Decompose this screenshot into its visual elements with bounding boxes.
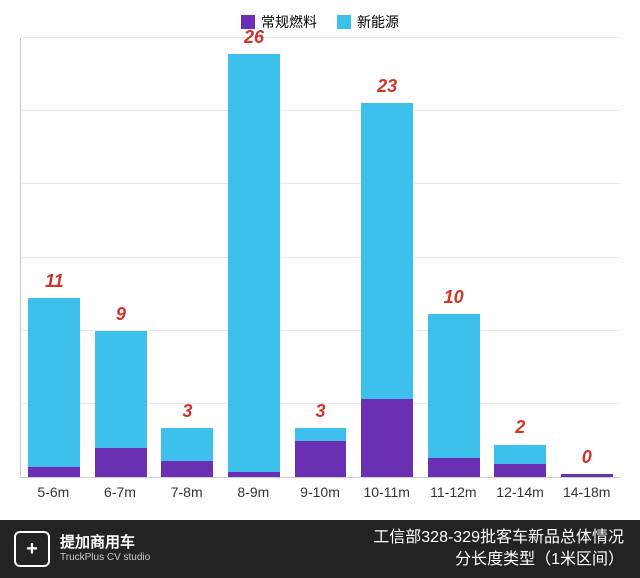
chart-container: 常规燃料 新能源 1193263231020 5-6m6-7m7-8m8-9m9…: [0, 0, 640, 578]
bar-total-label: 23: [354, 76, 421, 97]
bar-seg-conventional: [561, 474, 613, 477]
bar-stack: [95, 331, 147, 477]
bar-seg-conventional: [28, 467, 80, 477]
bar-seg-conventional: [494, 464, 546, 477]
x-tick-label: 12-14m: [487, 478, 554, 500]
bar-group: 11: [21, 38, 88, 477]
bar-total-label: 2: [487, 417, 554, 438]
bar-series: 119 3263 23 10 20: [21, 38, 620, 477]
bar-total-label: 3: [154, 401, 221, 422]
bar-stack: [161, 428, 213, 477]
x-tick-label: 7-8m: [153, 478, 220, 500]
x-axis: 5-6m6-7m7-8m8-9m9-10m10-11m11-12m12-14m1…: [20, 478, 620, 500]
x-tick-label: 9-10m: [287, 478, 354, 500]
bar-total-label: 10: [420, 287, 487, 308]
footer-banner: + 提加商用车 TruckPlus CV studio 工信部328-329批客…: [0, 520, 640, 578]
bar-seg-new-energy: [494, 445, 546, 465]
x-tick-label: 8-9m: [220, 478, 287, 500]
brand-logo-icon: +: [14, 531, 50, 567]
brand-block: 提加商用车 TruckPlus CV studio: [60, 535, 150, 563]
footer-title-line2: 分长度类型（1米区间）: [373, 549, 624, 571]
legend-label: 新能源: [357, 12, 399, 32]
bar-stack: [295, 428, 347, 477]
bar-seg-conventional: [428, 458, 480, 478]
brand-name: 提加商用车: [60, 535, 150, 552]
footer-title: 工信部328-329批客车新品总体情况 分长度类型（1米区间）: [373, 527, 624, 570]
bar-group: 2: [487, 38, 554, 477]
bar-total-label: 9: [88, 304, 155, 325]
bar-seg-conventional: [95, 448, 147, 477]
brand-sub: TruckPlus CV studio: [60, 552, 150, 563]
bar-stack: [494, 444, 546, 477]
bar-total-label: 0: [554, 447, 621, 468]
chart-plot-area: 119 3263 23 10 20: [20, 38, 620, 478]
bar-seg-new-energy: [428, 314, 480, 457]
bar-stack: [428, 314, 480, 477]
bar-group: 23: [354, 38, 421, 477]
x-tick-label: 5-6m: [20, 478, 87, 500]
bar-seg-conventional: [228, 472, 280, 477]
bar-seg-conventional: [295, 441, 347, 477]
bar-seg-new-energy: [228, 54, 280, 472]
bar-seg-new-energy: [295, 428, 347, 441]
bar-seg-new-energy: [361, 103, 413, 399]
x-tick-label: 10-11m: [353, 478, 420, 500]
bar-total-label: 26: [221, 27, 288, 48]
bar-seg-conventional: [361, 399, 413, 477]
legend-item: 新能源: [337, 12, 399, 32]
bar-stack: [361, 103, 413, 477]
bar-seg-conventional: [161, 461, 213, 477]
bar-group: 3: [287, 38, 354, 477]
footer-title-line1: 工信部328-329批客车新品总体情况: [373, 527, 624, 549]
x-tick-label: 11-12m: [420, 478, 487, 500]
bar-stack: [561, 474, 613, 477]
bar-seg-new-energy: [28, 298, 80, 467]
bar-seg-new-energy: [161, 428, 213, 461]
legend: 常规燃料 新能源: [0, 0, 640, 38]
legend-swatch-1: [337, 15, 351, 29]
bar-group: 26: [221, 38, 288, 477]
bar-stack: [28, 298, 80, 477]
bar-total-label: 11: [21, 271, 88, 292]
bar-group: 3: [154, 38, 221, 477]
bar-group: 0: [554, 38, 621, 477]
bar-stack: [228, 54, 280, 477]
bar-seg-new-energy: [95, 331, 147, 448]
x-tick-label: 6-7m: [87, 478, 154, 500]
x-tick-label: 14-18m: [553, 478, 620, 500]
bar-total-label: 3: [287, 401, 354, 422]
bar-group: 9: [88, 38, 155, 477]
bar-group: 10: [420, 38, 487, 477]
